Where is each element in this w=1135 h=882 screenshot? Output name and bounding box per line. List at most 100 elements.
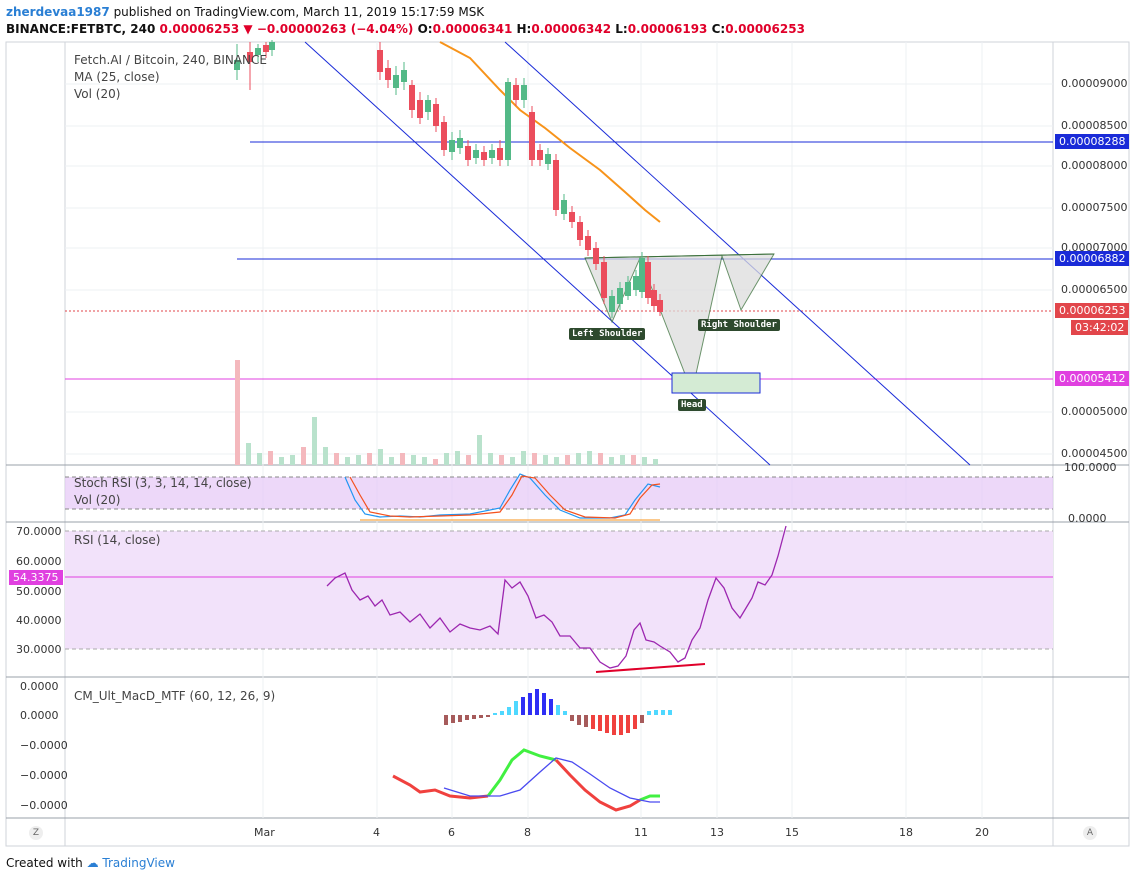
channel-upper-line[interactable] <box>504 41 971 466</box>
channel-lower-line[interactable] <box>304 41 771 466</box>
volume-bar <box>521 451 526 465</box>
macd-histogram-bar <box>500 711 504 715</box>
footer-brand[interactable]: TradingView <box>102 856 175 870</box>
candle-body <box>577 222 583 240</box>
volume-bar <box>422 457 427 465</box>
macd-histogram-bar <box>486 715 490 717</box>
tradingview-logo-icon[interactable]: ☁ <box>86 856 99 870</box>
zoom-left-button[interactable]: Z <box>29 826 43 840</box>
volume-bar <box>268 451 273 465</box>
macd-histogram-group <box>444 689 672 735</box>
open-value: 0.00006341 <box>432 22 513 36</box>
macd-histogram-bar <box>528 693 532 715</box>
right-shoulder-label[interactable]: Right Shoulder <box>698 319 780 331</box>
time-tick: 11 <box>634 826 648 839</box>
candle-body <box>377 50 383 72</box>
stoch-pane-title: Stoch RSI (3, 3, 14, 14, close) <box>74 476 252 490</box>
candle-body <box>625 282 631 296</box>
candle-body <box>651 290 657 306</box>
candle-body <box>601 262 607 298</box>
head-label[interactable]: Head <box>678 399 706 411</box>
volume-bar <box>356 455 361 465</box>
target-zone-box[interactable] <box>671 372 761 394</box>
rsi-current-badge: 54.3375 <box>9 570 63 585</box>
macd-tick: −0.0000 <box>20 739 68 752</box>
rsi-band <box>65 531 1053 649</box>
volume-bar <box>554 457 559 465</box>
macd-tick: −0.0000 <box>20 799 68 812</box>
price-badge-0.00005412: 0.00005412 <box>1055 371 1130 386</box>
macd-histogram-bar <box>605 715 609 733</box>
macd-histogram-bar <box>598 715 602 731</box>
candles-group <box>234 40 663 318</box>
rsi-divergence-line[interactable] <box>595 663 706 673</box>
macd-histogram-bar <box>563 711 567 715</box>
time-tick: 20 <box>975 826 989 839</box>
volume-bar <box>642 457 647 465</box>
volume-bar <box>345 457 350 465</box>
volume-bar <box>488 453 493 465</box>
macd-histogram-bar <box>451 715 455 723</box>
close-label: C: <box>711 22 726 36</box>
price-tick: 0.00006500 <box>1061 283 1128 296</box>
last-price-badge: 0.00006253 <box>1055 303 1130 318</box>
macd-histogram-bar <box>612 715 616 735</box>
macd-histogram-bar <box>479 715 483 718</box>
published-text: published on TradingView.com, March 11, … <box>113 5 485 19</box>
macd-histogram-bar <box>521 697 525 715</box>
macd-histogram-bar <box>493 713 497 715</box>
candle-body <box>417 100 423 118</box>
volume-bar <box>631 455 636 465</box>
volume-bar <box>235 360 240 465</box>
time-tick: 13 <box>710 826 724 839</box>
macd-histogram-bar <box>535 689 539 715</box>
left-shoulder-label[interactable]: Left Shoulder <box>569 328 646 340</box>
price-tick: 0.00005000 <box>1061 405 1128 418</box>
candle-body <box>409 85 415 110</box>
macd-histogram-bar <box>549 699 553 715</box>
stoch-tick: 100.0000 <box>1064 461 1117 474</box>
volume-bar <box>477 435 482 465</box>
time-tick: Mar <box>254 826 275 839</box>
candle-body <box>481 152 487 160</box>
low-label: L: <box>615 22 628 36</box>
macd-green-segment <box>486 748 557 797</box>
macd-histogram-bar <box>444 715 448 725</box>
candle-body <box>505 82 511 160</box>
macd-histogram-bar <box>458 715 462 722</box>
macd-pane-title: CM_Ult_MacD_MTF (60, 12, 26, 9) <box>74 689 276 703</box>
macd-green-segment-2 <box>639 794 660 802</box>
price-badge-0.00008288: 0.00008288 <box>1055 134 1130 149</box>
volume-bar <box>378 449 383 465</box>
symbol-name: BINANCE:FETBTC, 240 <box>6 22 156 36</box>
author-name[interactable]: zherdevaa1987 <box>6 5 110 19</box>
macd-histogram-bar <box>584 715 588 727</box>
macd-histogram-bar <box>668 710 672 715</box>
volume-bar <box>609 457 614 465</box>
price-tick: 0.00009000 <box>1061 77 1128 90</box>
macd-tick: 0.0000 <box>20 709 59 722</box>
last-price: 0.00006253 <box>159 22 240 36</box>
candle-body <box>441 122 447 150</box>
macd-histogram-bar <box>619 715 623 735</box>
candle-body <box>529 112 535 160</box>
time-tick: 4 <box>373 826 380 839</box>
candle-body <box>545 154 551 164</box>
ma-legend: MA (25, close) <box>74 70 160 84</box>
candle-body <box>617 288 623 304</box>
zoom-right-button[interactable]: A <box>1083 826 1097 840</box>
macd-histogram-bar <box>556 705 560 715</box>
candle-body <box>645 262 651 298</box>
rsi-tick: 60.0000 <box>16 555 62 568</box>
candle-body <box>537 150 543 160</box>
candle-body <box>585 236 591 250</box>
candle-body <box>449 140 455 152</box>
price-badge-0.00006882: 0.00006882 <box>1055 251 1130 266</box>
macd-histogram-bar <box>472 715 476 719</box>
footer-created: Created with <box>6 856 83 870</box>
candle-body <box>497 148 503 160</box>
candle-body <box>561 200 567 214</box>
rsi-tick: 50.0000 <box>16 585 62 598</box>
volume-bar <box>433 459 438 465</box>
